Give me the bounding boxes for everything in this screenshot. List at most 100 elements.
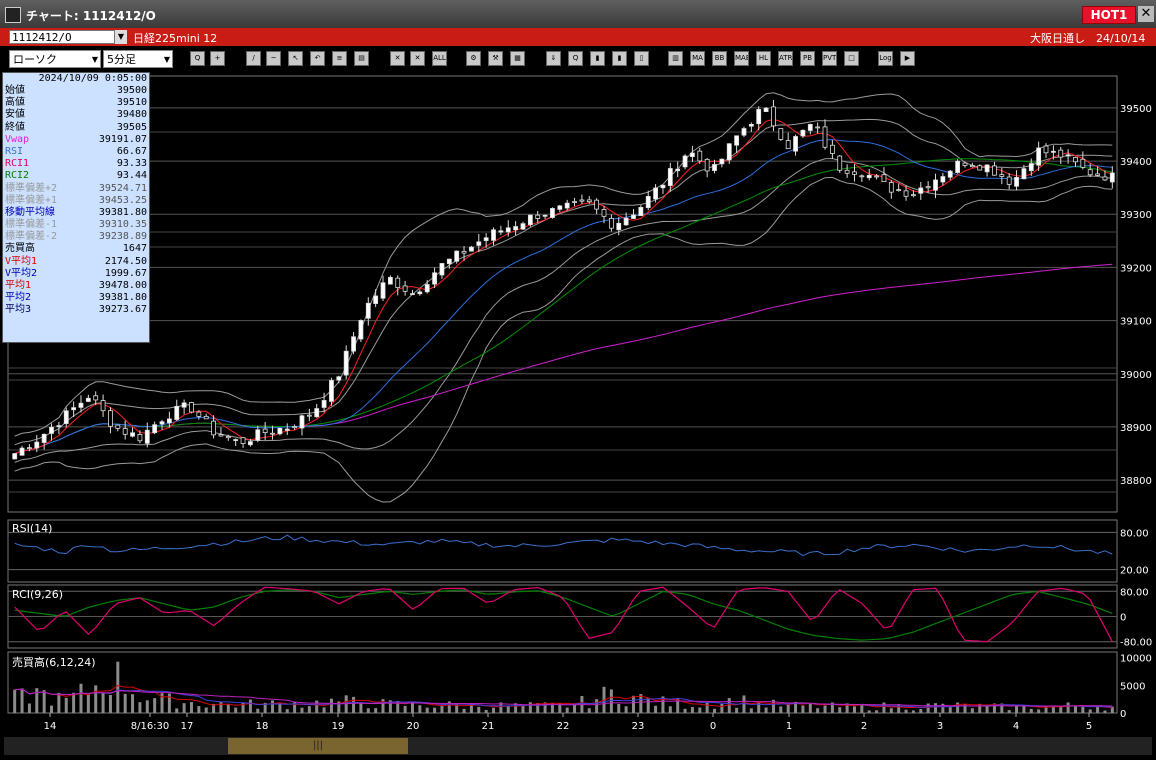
volume-bar [727,698,731,713]
info-label: RCI2 [5,170,30,182]
volume-bar [374,708,378,713]
candle-body [122,428,128,435]
info-value: 39453.25 [98,194,147,206]
volume-bar [771,699,775,713]
chart-type-select[interactable]: ローソク ▼ [9,50,101,68]
undo-icon[interactable]: ↶ [310,51,325,66]
cursor-icon[interactable]: ↖ [288,51,303,66]
candle-body [358,320,364,340]
candle-body [822,126,828,148]
chart-area[interactable]: 39500 39400 39300 39200 39100 39000 38900 38800… [0,72,1156,736]
candle-body [85,397,91,402]
delete-selected-icon[interactable]: ✕ [410,51,425,66]
bb-button[interactable]: BB [712,51,727,66]
volume-bar [64,697,68,713]
volume-bar [366,708,370,713]
info-label: 平均3 [5,304,32,316]
info-value: 39238.89 [98,231,147,243]
symbol-bar [0,28,1156,46]
save-icon[interactable]: ▤ [354,51,369,66]
candle-body [321,400,327,408]
list-icon[interactable]: ≡ [332,51,347,66]
instrument-name: 日経225mini 12 [133,32,218,45]
close-button[interactable]: ✕ [1138,6,1154,22]
candle-body [800,129,806,137]
ma-button[interactable]: MA [690,51,705,66]
delete-icon[interactable]: ✕ [390,51,405,66]
log-button[interactable]: Log [878,51,893,66]
candle-body [535,214,541,219]
volume-bar [639,694,643,713]
candle-body [704,158,710,172]
volume-bar [904,709,908,713]
candle-body [1102,176,1108,181]
scroll-grip-icon: ||| [312,740,324,751]
candle-body [41,433,47,443]
volume-bar [388,700,392,713]
data-window: 2024/10/09 0:05:00 始値 39500 高値 39510 安値 39480… [2,72,150,343]
square-icon[interactable]: □ [844,51,859,66]
wrench-icon[interactable]: ⚒ [488,51,503,66]
info-row: 移動平均線 39381.80 [3,207,149,219]
candle-body [373,295,379,304]
candle-body [446,258,452,265]
volume-bar [742,695,746,713]
trendline-icon[interactable]: ~ [266,51,281,66]
atr-button[interactable]: ATR [778,51,793,66]
hot-button[interactable]: HOT1 [1082,6,1136,24]
volume-bar [558,703,562,713]
volume-bar [35,688,39,713]
info-value: 39381.80 [98,292,147,304]
session-info: 大阪日通し 24/10/14 [1030,32,1146,45]
info-row: 標準偏差-1 39310.35 [3,219,149,231]
candle-body [557,205,563,210]
rci2-line [14,589,1113,641]
disabled-icon[interactable]: ▯ [634,51,649,66]
zoom-icon[interactable]: Q [190,51,205,66]
candle-body [211,420,216,436]
crosshair-icon[interactable]: + [210,51,225,66]
candle-body [1065,154,1071,157]
export-icon[interactable]: ▶ [900,51,915,66]
draw-line-icon[interactable]: / [246,51,261,66]
candle-body [748,123,754,127]
pb-button[interactable]: PB [800,51,815,66]
indicator-icon[interactable]: ⇓ [546,51,561,66]
color-icon[interactable]: ▦ [510,51,525,66]
hl-button[interactable]: HL [756,51,771,66]
title-bar [0,0,1156,28]
search-indicator-icon[interactable]: Q [568,51,583,66]
volume-bar [1103,710,1107,713]
chevron-down-icon[interactable]: ▼ [115,30,127,44]
info-label: 標準偏差-1 [5,219,58,231]
price-tick-label: 39000 [1120,370,1152,381]
vol-ma3-line [14,688,1113,707]
volume-bar [293,702,297,713]
scroll-thumb[interactable] [228,738,408,754]
pvt-button[interactable]: PVT [822,51,837,66]
interval-select[interactable]: 5分足 ▼ [103,50,173,68]
symbol-input[interactable]: 1112412/O [9,30,115,44]
candle-body [432,272,437,285]
volume-bar [256,708,260,713]
candle-body [564,202,570,209]
info-value: 39510 [116,97,147,109]
candle-body [1028,163,1034,172]
settings-icon[interactable]: ⚙ [466,51,481,66]
tech-chart-2-icon[interactable]: ▮ [612,51,627,66]
info-label: V平均1 [5,255,38,267]
candle-body [1014,177,1019,187]
candle-body [660,184,666,189]
volume-bar [57,692,61,713]
scroll-track[interactable] [4,737,1152,755]
candle-body [144,429,150,444]
candle-body [174,405,180,420]
tech-chart-icon[interactable]: ▮ [590,51,605,66]
candle-body [270,432,275,435]
bar-chart-icon[interactable]: ▥ [668,51,683,66]
delete-all-button[interactable]: ALL [432,51,447,66]
info-label: 標準偏差+2 [5,182,58,194]
mae-button[interactable]: MAE [734,51,749,66]
candle-body [292,426,298,429]
volume-bar [1066,702,1070,713]
